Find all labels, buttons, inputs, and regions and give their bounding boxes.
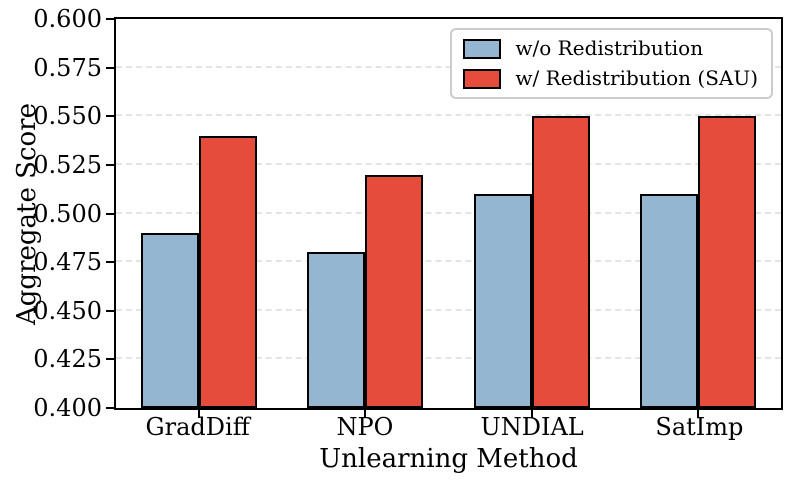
bar-satimp-with [697,116,756,408]
plot-area: w/o Redistribution w/ Redistribution (SA… [106,17,783,418]
y-tick-mark [106,261,114,264]
y-tick-mark [106,407,114,409]
gridline [116,260,781,263]
y-tick-label: 0.450 [33,296,102,325]
y-tick-mark [106,163,114,166]
legend-label-without-redistribution: w/o Redistribution [515,36,704,60]
x-tick-mark [364,410,367,418]
bar-graddiff-without [141,232,200,408]
x-axis-title: Unlearning Method [319,444,578,474]
y-tick-mark [106,115,114,118]
y-tick-label: 0.525 [33,150,102,179]
y-tick-label: 0.575 [33,53,102,82]
gridline [116,357,781,360]
y-tick-mark [106,66,114,69]
x-tick-mark [696,410,699,418]
y-tick-mark [106,18,114,20]
gridline [116,114,781,117]
x-tick-mark [530,410,533,418]
legend: w/o Redistribution w/ Redistribution (SA… [450,28,773,99]
legend-label-with-redistribution: w/ Redistribution (SAU) [515,66,758,90]
bar-graddiff-with [199,135,258,408]
y-tick-labels: 0.400 0.425 0.450 0.475 0.500 0.525 0.550 0.575… [0,5,102,422]
bar-undial-without [473,194,532,408]
gridline [116,162,781,165]
gridline [116,308,781,311]
x-tick-label: GradDiff [145,413,250,441]
legend-swatch-red-icon [463,68,502,89]
y-tick-label: 0.400 [33,394,102,422]
y-tick-label: 0.600 [33,5,102,33]
legend-row-without-redistribution: w/o Redistribution [463,37,758,60]
legend-swatch-blue-icon [463,38,502,59]
bar-satimp-without [639,194,698,408]
gridline [116,211,781,214]
bar-npo-with [365,174,424,408]
x-tick-label: SatImp [655,413,744,441]
x-tick-labels: GradDiff NPO UNDIAL SatImp [114,413,783,445]
y-tick-label: 0.425 [33,345,102,374]
bar-undial-with [531,116,590,408]
gridline [116,65,781,68]
legend-row-with-redistribution: w/ Redistribution (SAU) [463,67,758,90]
y-tick-mark [106,358,114,361]
y-tick-label: 0.500 [33,199,102,228]
y-tick-mark [106,309,114,312]
x-tick-mark [198,410,201,418]
bar-npo-without [307,252,366,408]
y-tick-mark [106,212,114,215]
y-tick-label: 0.550 [33,102,102,131]
y-tick-label: 0.475 [33,248,102,277]
